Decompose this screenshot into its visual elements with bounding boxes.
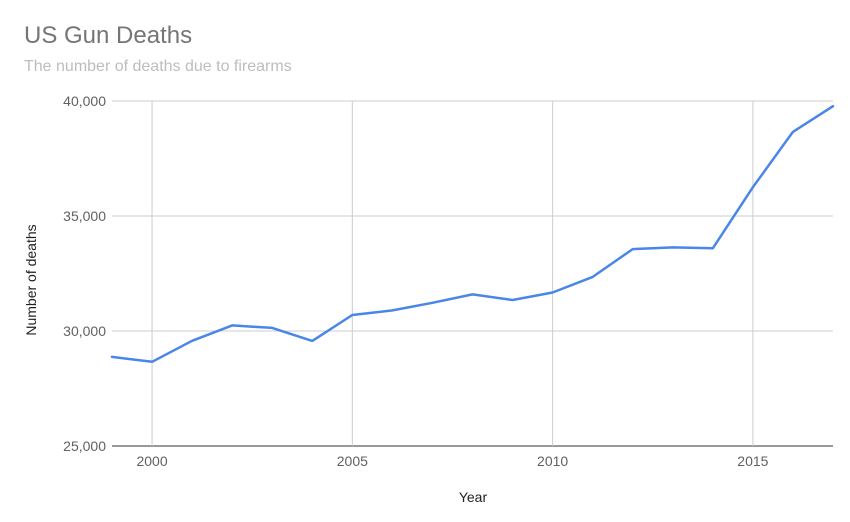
chart-subtitle: The number of deaths due to firearms: [24, 58, 292, 75]
series-layer: [110, 104, 835, 364]
y-tick-label: 40,000: [63, 93, 106, 109]
x-axis-title: Year: [459, 489, 488, 505]
y-tick-label: 25,000: [63, 438, 106, 454]
x-tick-label: 2010: [537, 453, 568, 469]
x-tick-label: 2000: [136, 453, 167, 469]
tick-labels: 25,000 30,000 35,000 40,000 2000 2005 2010 2015: [63, 93, 768, 469]
series-line: [110, 104, 835, 364]
chart-title: US Gun Deaths: [24, 22, 193, 49]
grid: [112, 100, 833, 447]
y-axis-title: Number of deaths: [23, 224, 39, 335]
y-tick-label: 30,000: [63, 323, 106, 339]
x-tick-label: 2005: [337, 453, 368, 469]
x-tick-label: 2015: [737, 453, 768, 469]
y-tick-label: 35,000: [63, 208, 106, 224]
